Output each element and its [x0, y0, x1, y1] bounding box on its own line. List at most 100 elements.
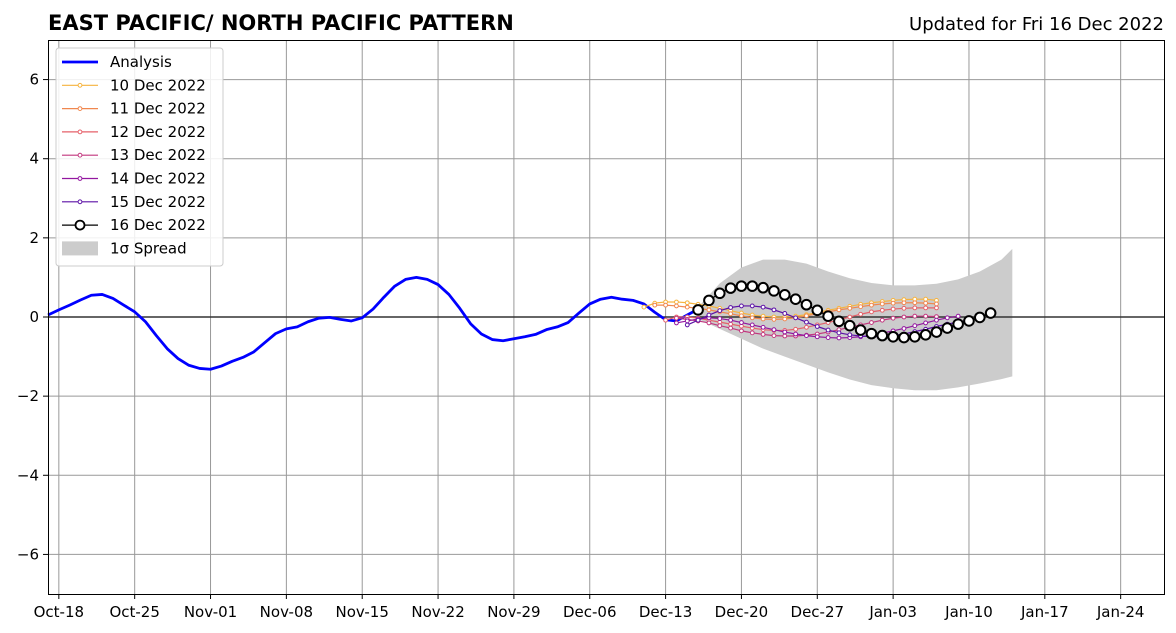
series-line [47, 276, 699, 371]
x-tick-label: Dec-27 [791, 603, 845, 621]
series-point [811, 304, 824, 317]
legend-item: Analysis [62, 53, 172, 71]
series-point [739, 328, 744, 334]
series-point [739, 320, 744, 325]
series-point [890, 300, 896, 306]
x-tick-label: Jan-03 [868, 603, 917, 621]
series-point [768, 285, 780, 297]
series-point [703, 294, 715, 307]
series-point [641, 304, 647, 310]
series-point [869, 309, 874, 315]
series-point [836, 307, 842, 313]
series-point [901, 314, 907, 320]
x-tick-label: Nov-29 [487, 603, 540, 621]
series-point [771, 316, 777, 322]
legend: Analysis 10 Dec 2022 11 Dec 2022 12 Dec 202… [55, 47, 224, 267]
series-point [923, 320, 929, 326]
legend-label: 10 Dec 2022 [110, 76, 206, 94]
series-point [963, 315, 975, 327]
series-point [984, 307, 997, 319]
series-point [847, 305, 853, 311]
series-point [692, 304, 704, 316]
series-point [930, 326, 943, 338]
series-point [955, 313, 961, 319]
x-tick-label: Nov-01 [184, 603, 237, 621]
x-tick-label: Dec-20 [715, 603, 769, 621]
legend-label: 12 Dec 2022 [110, 123, 206, 141]
series-point [901, 326, 907, 331]
series-layer [47, 276, 997, 371]
series-point [793, 315, 799, 321]
axis-ticks: Oct-18 Oct-25 Nov-01 Nov-08 Nov-15 Nov-22 Nov-… [17, 71, 1145, 621]
legend-item: 15 Dec 2022 [62, 193, 206, 211]
series-point [674, 320, 679, 326]
x-tick-label: Jan-17 [1020, 603, 1069, 621]
spread-band-layer [698, 248, 1013, 391]
legend-item: 12 Dec 2022 [62, 123, 206, 141]
legend-marker [77, 106, 83, 111]
series-point [713, 287, 726, 300]
series-point [836, 330, 842, 336]
series-point [804, 319, 809, 325]
series-point [879, 307, 885, 313]
series-point [757, 281, 769, 294]
x-tick-label: Dec-13 [639, 603, 693, 621]
legend-marker [77, 152, 83, 158]
legend-label: 11 Dec 2022 [110, 100, 206, 118]
series-point [869, 302, 874, 308]
series-point [912, 300, 918, 306]
legend-marker [77, 82, 83, 88]
legend-box [55, 47, 224, 267]
legend-label: 16 Dec 2022 [110, 216, 206, 234]
legend-item: 1σ Spread [62, 239, 187, 257]
series-point [934, 305, 939, 311]
series-point [706, 312, 712, 318]
series-point [717, 323, 723, 329]
series-point [941, 322, 954, 334]
series-point [684, 304, 690, 310]
plot-frame [48, 40, 1165, 595]
series-point [674, 303, 679, 309]
series-point [782, 333, 788, 339]
legend-marker [74, 219, 86, 231]
y-tick-label: 0 [29, 308, 39, 326]
legend-marker [77, 176, 83, 181]
series-point [934, 317, 939, 323]
y-tick-label: 6 [29, 71, 39, 89]
series-point [793, 326, 799, 332]
series-0 [47, 276, 699, 371]
series-point [760, 332, 766, 337]
series-point [934, 301, 939, 307]
series-point [847, 332, 853, 338]
series-point [879, 317, 885, 323]
series-point [760, 324, 766, 330]
series-point [749, 315, 755, 321]
series-point [876, 329, 889, 342]
series-point [760, 316, 766, 322]
y-tick-label: −6 [17, 545, 39, 563]
series-point [890, 306, 896, 312]
series-point [923, 305, 929, 311]
series-point [771, 327, 777, 333]
series-point [674, 299, 679, 305]
y-tick-label: −4 [17, 466, 39, 484]
series-point [728, 321, 734, 327]
x-tick-label: Jan-10 [944, 603, 993, 621]
series-point [663, 302, 668, 308]
x-tick-label: Nov-15 [336, 603, 389, 621]
series-point [728, 305, 734, 310]
series-point [724, 282, 737, 294]
series-point [771, 333, 777, 338]
series-point [843, 319, 856, 332]
chart-subtitle: Updated for Fri 16 Dec 2022 [909, 14, 1164, 35]
series-point [901, 300, 907, 306]
series-point [923, 313, 929, 319]
series-point [739, 303, 744, 309]
x-tick-label: Dec-06 [563, 603, 617, 621]
legend-label: 14 Dec 2022 [110, 170, 206, 188]
series-point [804, 313, 809, 319]
x-tick-label: Oct-18 [34, 603, 84, 621]
series-point [782, 316, 788, 322]
x-tick-label: Oct-25 [109, 603, 159, 621]
series-point [749, 322, 755, 328]
